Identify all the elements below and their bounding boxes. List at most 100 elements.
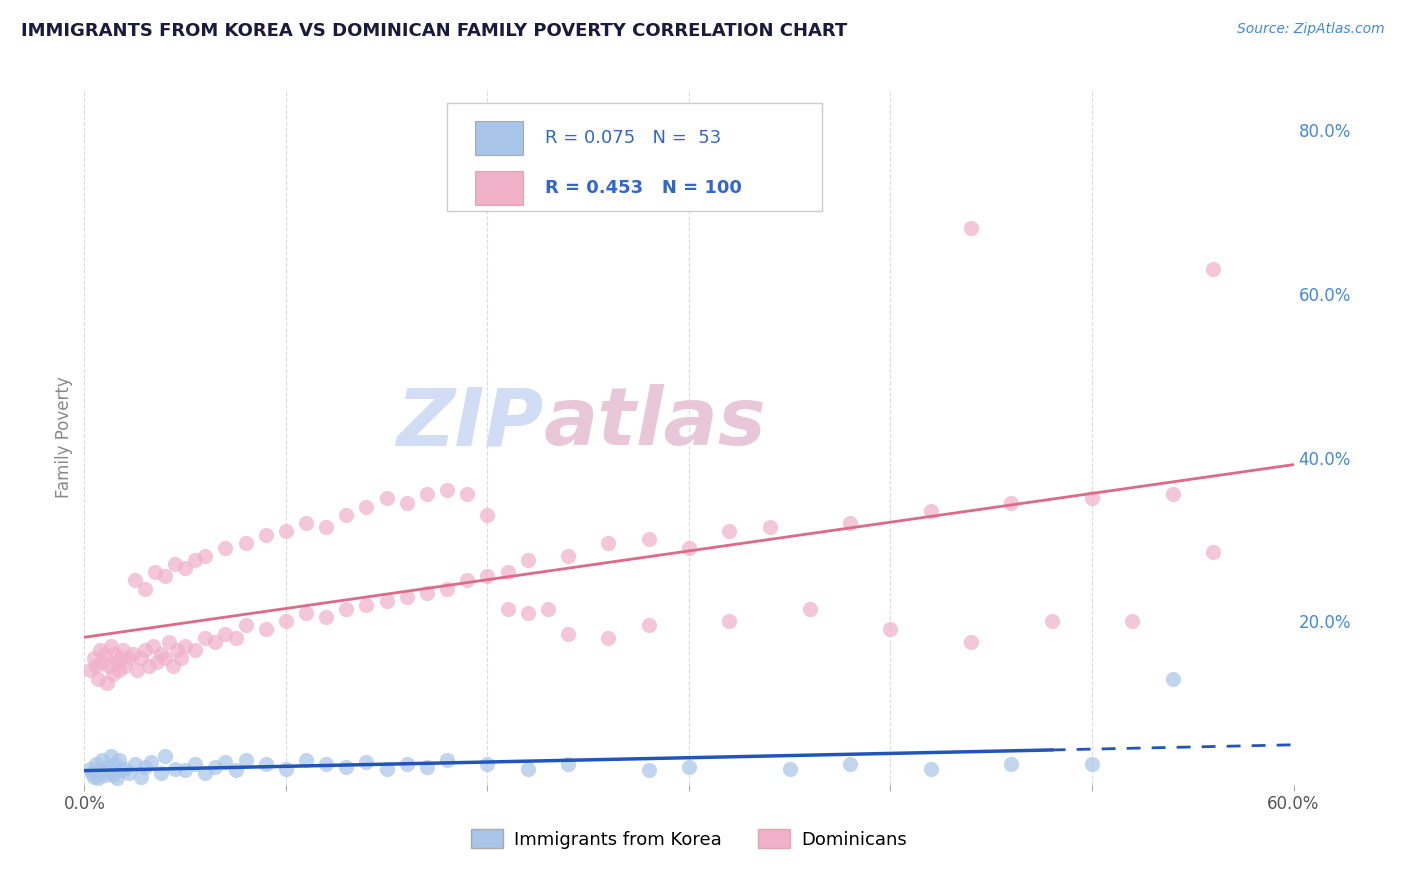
Legend: Immigrants from Korea, Dominicans: Immigrants from Korea, Dominicans [464,822,914,856]
Point [83,651,105,665]
Point [598,536,620,550]
Point [758,520,780,534]
Point [225,763,247,777]
Point [100,639,122,653]
Point [118,651,141,665]
Point [1202,544,1225,558]
Text: IMMIGRANTS FROM KOREA VS DOMINICAN FAMILY POVERTY CORRELATION CHART: IMMIGRANTS FROM KOREA VS DOMINICAN FAMIL… [21,22,848,40]
Point [274,762,297,776]
Text: R = 0.075   N =  53: R = 0.075 N = 53 [546,129,721,147]
Text: ZIP: ZIP [396,384,544,462]
Point [477,757,499,772]
Point [184,757,207,772]
Point [1000,495,1022,509]
Point [375,594,398,608]
Point [134,760,156,774]
Point [79,664,101,678]
Point [225,631,247,645]
Point [184,553,207,567]
Point [87,772,110,786]
Point [335,508,357,522]
Point [121,647,143,661]
FancyBboxPatch shape [475,121,523,154]
Point [97,764,120,779]
Point [295,753,318,767]
Point [194,549,217,563]
Point [1161,487,1184,501]
Point [1121,614,1143,628]
Point [89,763,111,777]
Point [91,655,114,669]
Point [107,664,129,678]
Point [395,590,418,604]
Point [149,765,172,780]
Point [678,541,700,555]
Point [97,659,120,673]
Point [436,483,458,498]
Point [839,516,862,530]
Point [157,634,180,648]
Point [110,651,132,665]
Point [96,760,118,774]
Point [315,520,337,534]
Point [174,639,197,653]
Point [129,651,152,665]
Point [87,672,110,686]
Point [395,757,418,772]
Point [204,760,226,774]
Point [142,639,165,653]
Point [114,762,136,776]
Point [204,634,226,648]
Point [416,760,439,774]
Point [86,757,108,772]
Point [598,631,620,645]
Point [295,606,318,620]
Point [105,772,128,786]
Point [678,760,700,774]
Point [537,602,560,616]
Point [101,768,124,782]
Point [1081,757,1104,772]
Point [516,606,538,620]
Point [436,582,458,596]
Point [335,602,357,616]
Point [274,524,297,539]
Point [100,749,122,764]
Point [496,565,519,579]
Point [174,561,197,575]
Point [1040,614,1063,628]
Point [315,610,337,624]
Text: Source: ZipAtlas.com: Source: ZipAtlas.com [1237,22,1385,37]
Point [214,626,236,640]
Point [557,626,579,640]
Point [134,643,156,657]
Point [436,753,458,767]
Point [110,763,132,777]
Point [356,500,378,514]
Point [170,651,193,665]
Point [107,753,129,767]
Point [254,528,277,542]
Point [295,516,318,530]
Point [124,574,146,588]
Point [79,762,101,776]
Point [184,643,207,657]
Point [143,565,166,579]
Point [254,757,277,772]
Point [637,618,659,632]
Point [104,757,127,772]
Point [214,755,236,769]
Point [477,508,499,522]
Point [165,762,187,776]
Point [96,675,118,690]
Point [254,623,277,637]
Point [129,770,152,784]
Point [153,569,176,583]
Point [93,768,115,782]
Point [718,614,741,628]
Point [920,504,942,518]
Point [557,549,579,563]
Point [1081,491,1104,506]
Point [456,574,478,588]
Y-axis label: Family Poverty: Family Poverty [55,376,73,498]
